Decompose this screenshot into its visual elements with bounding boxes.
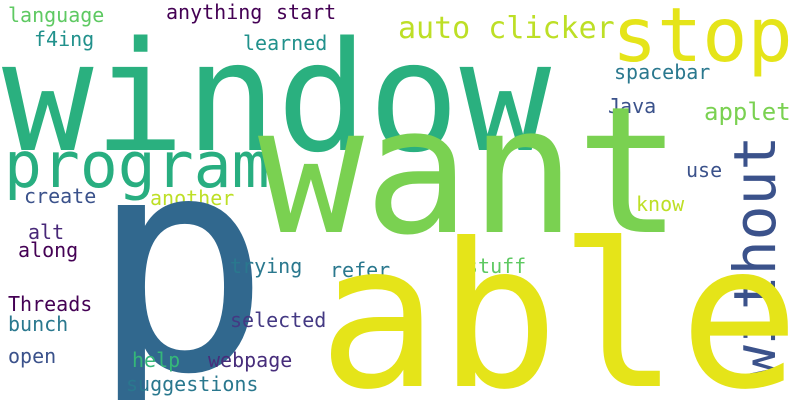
word-bunch: bunch xyxy=(8,312,69,336)
word-alt: alt xyxy=(28,220,65,244)
word-suggestions: suggestions xyxy=(126,372,259,396)
word-webpage: webpage xyxy=(208,348,293,372)
word-anything: anything xyxy=(166,0,263,24)
word-selected: selected xyxy=(230,308,327,332)
word-start: start xyxy=(276,0,337,24)
word-stuff: stuff xyxy=(466,254,527,278)
word-able: able xyxy=(318,201,800,400)
word-open: open xyxy=(8,344,57,368)
word-along: along xyxy=(18,238,79,262)
word-f4ing: f4ing xyxy=(34,27,95,51)
word-another: another xyxy=(150,186,235,210)
word-spacebar: spacebar xyxy=(614,60,711,84)
word-want: want xyxy=(258,69,682,274)
word-create: create xyxy=(24,184,97,208)
word-refer: refer xyxy=(330,258,391,282)
word-use: use xyxy=(686,158,723,182)
word-auto-clicker: auto clicker xyxy=(398,11,615,46)
word-p: p xyxy=(90,91,271,400)
word-trying: trying xyxy=(230,254,303,278)
word-java: Java xyxy=(608,94,657,118)
word-language: language xyxy=(8,3,105,27)
word-program: program xyxy=(4,129,270,202)
word-learned: learned xyxy=(243,31,328,55)
word-window: window xyxy=(2,9,552,186)
word-know: know xyxy=(636,192,685,216)
word-threads: Threads xyxy=(8,292,93,316)
word-help: help xyxy=(132,348,181,372)
word-stop: stop xyxy=(612,0,793,79)
word-applet: applet xyxy=(704,98,791,126)
